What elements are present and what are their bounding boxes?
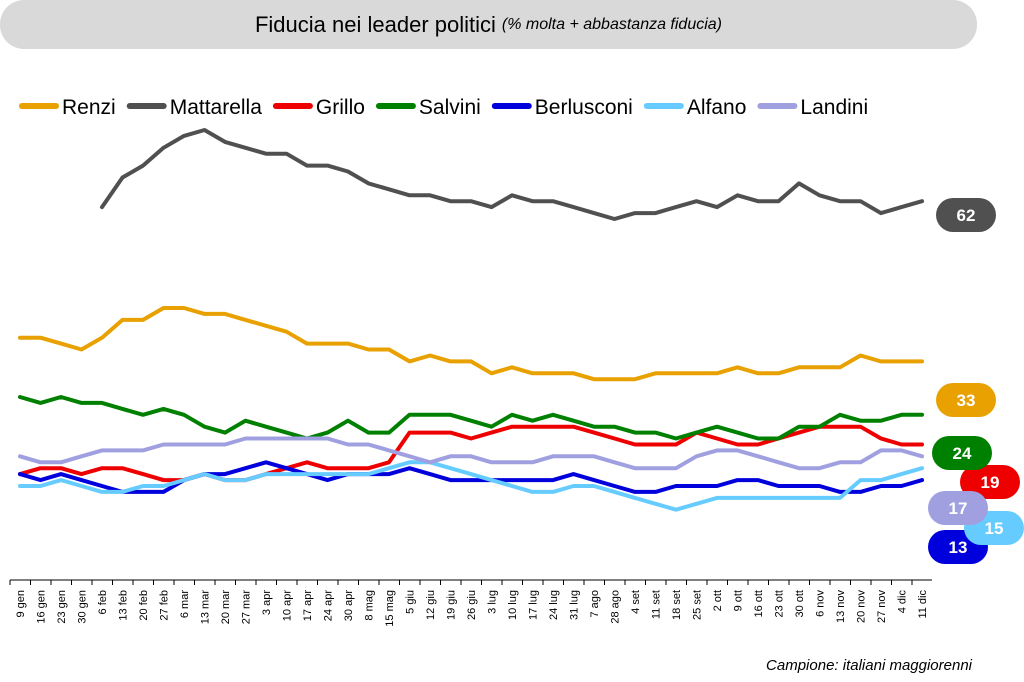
x-tick-label: 6 feb — [97, 590, 109, 614]
x-tick-label: 30 apr — [343, 590, 355, 622]
x-tick-label: 25 set — [692, 590, 704, 620]
series-line-berlusconi — [18, 460, 924, 494]
x-tick-label: 26 giu — [466, 590, 478, 620]
x-tick-label: 20 nov — [856, 590, 868, 624]
series-line-salvini — [18, 395, 924, 441]
x-tick-label: 16 gen — [36, 590, 48, 624]
x-tick-label: 3 lug — [487, 590, 499, 614]
x-tick-label: 13 mar — [200, 590, 212, 625]
end-value-berlusconi: 13 — [949, 538, 968, 557]
x-tick-label: 17 lug — [528, 590, 540, 620]
x-tick-label: 27 mar — [241, 590, 253, 625]
x-tick-label: 17 apr — [302, 590, 314, 622]
legend-label-alfano: Alfano — [687, 96, 747, 119]
x-tick-label: 19 giu — [446, 590, 458, 620]
x-tick-label: 27 feb — [159, 590, 171, 621]
x-tick-label: 31 lug — [569, 590, 581, 620]
x-tick-label: 23 ott — [774, 590, 786, 618]
end-value-renzi: 33 — [957, 391, 976, 410]
end-badge-salvini — [932, 436, 992, 470]
series-line-mattarella — [100, 128, 924, 221]
source-note: Campione: italiani maggiorenni — [766, 657, 972, 674]
x-tick-label: 16 ott — [753, 590, 765, 618]
end-value-alfano: 15 — [985, 519, 1004, 538]
x-tick-label: 23 gen — [56, 590, 68, 624]
x-tick-label: 7 ago — [589, 590, 601, 618]
x-tick-label: 13 feb — [118, 590, 130, 621]
end-badge-renzi — [936, 383, 996, 417]
x-tick-label: 2 ott — [712, 590, 724, 611]
x-tick-label: 5 giu — [405, 590, 417, 614]
end-badge-mattarella — [936, 198, 996, 232]
series-line-renzi — [18, 306, 924, 382]
legend-label-salvini: Salvini — [419, 96, 481, 119]
x-tick-label: 4 set — [630, 590, 642, 614]
series-line-alfano — [18, 460, 924, 512]
x-tick-label: 6 nov — [815, 590, 827, 617]
x-tick-label: 20 mar — [220, 590, 232, 625]
end-value-landini: 17 — [949, 499, 968, 518]
legend-label-berlusconi: Berlusconi — [535, 96, 633, 119]
x-tick-label: 18 set — [671, 590, 683, 620]
x-tick-label: 8 mag — [364, 590, 376, 621]
x-tick-label: 15 mag — [384, 590, 396, 627]
series-line-landini — [18, 436, 924, 471]
end-value-grillo: 19 — [981, 473, 1000, 492]
end-value-mattarella: 62 — [957, 206, 976, 225]
x-tick-label: 24 apr — [323, 590, 335, 622]
x-tick-label: 3 apr — [261, 590, 273, 615]
x-tick-label: 30 ott — [794, 590, 806, 618]
x-tick-label: 9 gen — [15, 590, 27, 618]
end-value-salvini: 24 — [953, 444, 972, 463]
x-tick-label: 20 feb — [138, 590, 150, 621]
x-tick-label: 30 gen — [77, 590, 89, 624]
x-tick-label: 10 lug — [507, 590, 519, 620]
legend-label-landini: Landini — [800, 96, 868, 119]
x-tick-label: 13 nov — [835, 590, 847, 624]
legend-label-grillo: Grillo — [316, 96, 365, 119]
x-tick-label: 6 mar — [179, 590, 191, 618]
x-tick-label: 9 ott — [733, 590, 745, 611]
legend-label-mattarella: Mattarella — [170, 96, 263, 119]
x-tick-label: 10 apr — [282, 590, 294, 622]
end-badge-landini — [928, 491, 988, 525]
x-tick-label: 11 set — [651, 590, 663, 619]
chart-title: Fiducia nei leader politici — [254, 11, 496, 37]
chart-subtitle: (% molta + abbastanza fiducia) — [501, 15, 723, 33]
x-tick-label: 24 lug — [548, 590, 560, 620]
x-tick-label: 12 giu — [425, 590, 437, 620]
x-tick-label: 27 nov — [876, 590, 888, 624]
x-tick-label: 28 ago — [610, 590, 622, 624]
title-bar: Fiducia nei leader politici (% molta + a… — [0, 0, 977, 49]
x-tick-label: 11 dic — [917, 590, 929, 619]
end-badge-grillo — [960, 465, 1020, 499]
x-tick-label: 4 dic — [897, 590, 909, 614]
legend-label-renzi: Renzi — [62, 96, 116, 119]
